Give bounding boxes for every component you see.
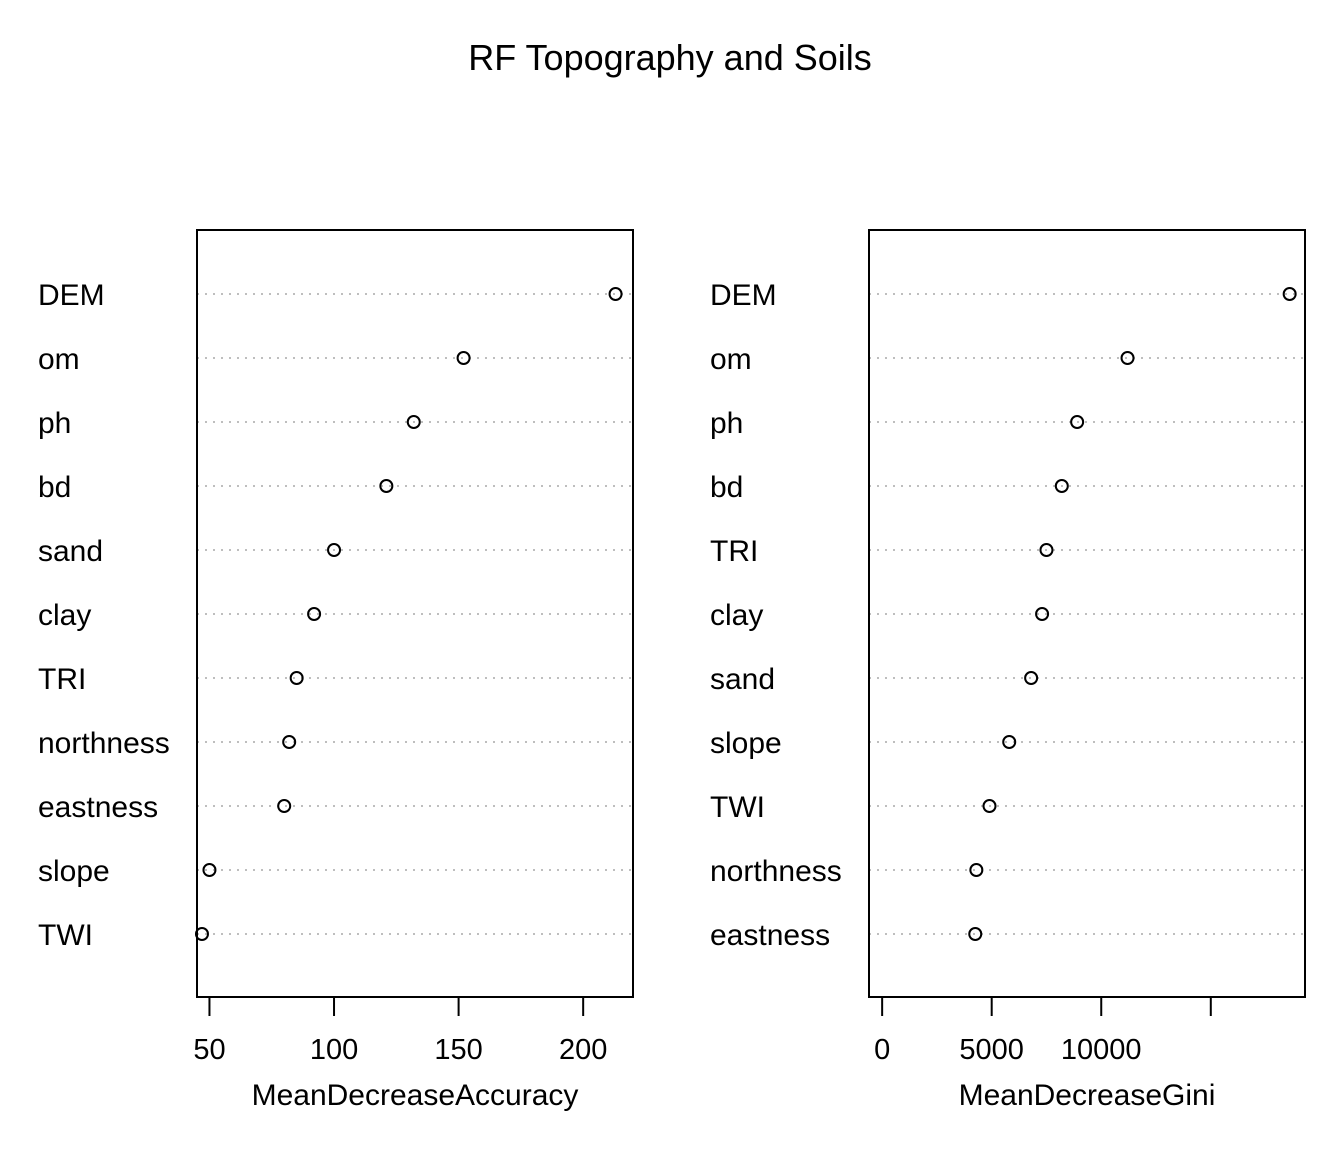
data-point (202, 863, 217, 877)
data-point (968, 927, 983, 941)
panel-2: DEM om ph bd TRI clay sand slope TWI northness eas… (710, 229, 1306, 1112)
category-label: slope (710, 727, 782, 760)
category-label: TWI (38, 919, 93, 952)
data-point (282, 735, 297, 749)
data-point (982, 799, 997, 813)
category-label: TRI (710, 535, 758, 568)
category-label: eastness (38, 791, 158, 824)
category-label: sand (710, 663, 775, 696)
data-point (1039, 543, 1054, 557)
category-label: DEM (38, 279, 105, 312)
data-point (1054, 479, 1069, 493)
data-point (1282, 287, 1297, 301)
x-tick-label: 150 (434, 1034, 482, 1066)
data-point (379, 479, 394, 493)
data-point (1120, 351, 1135, 365)
data-point (307, 607, 322, 621)
category-label: om (38, 343, 80, 376)
category-label: TWI (710, 791, 765, 824)
data-point (1002, 735, 1017, 749)
category-label: slope (38, 855, 110, 888)
category-label: clay (38, 599, 91, 632)
data-point (327, 543, 342, 557)
data-point (1070, 415, 1085, 429)
x-axis-title: MeanDecreaseAccuracy (252, 1079, 579, 1112)
panel-1: DEM om ph bd sand clay TRI northness eastness slo… (38, 229, 634, 1112)
x-tick-label: 0 (874, 1034, 890, 1066)
category-label: northness (710, 855, 842, 888)
data-point (456, 351, 471, 365)
category-label: clay (710, 599, 763, 632)
category-label: ph (710, 407, 743, 440)
category-label: bd (38, 471, 71, 504)
category-label: TRI (38, 663, 86, 696)
category-label: DEM (710, 279, 777, 312)
category-label: ph (38, 407, 71, 440)
data-point (406, 415, 421, 429)
x-tick-label: 10000 (1061, 1034, 1142, 1066)
x-tick-label: 5000 (959, 1034, 1024, 1066)
category-label: northness (38, 727, 170, 760)
data-point (1035, 607, 1050, 621)
category-label: sand (38, 535, 103, 568)
data-point (277, 799, 292, 813)
data-point (608, 287, 623, 301)
data-point (969, 863, 984, 877)
data-point (1024, 671, 1039, 685)
data-point (289, 671, 304, 685)
data-point (194, 927, 209, 941)
x-axis-title: MeanDecreaseGini (959, 1079, 1216, 1112)
category-label: bd (710, 471, 743, 504)
category-label: om (710, 343, 752, 376)
chart-title: RF Topography and Soils (468, 37, 872, 78)
x-tick-label: 50 (193, 1034, 225, 1066)
category-label: eastness (710, 919, 830, 952)
x-tick-label: 200 (559, 1034, 607, 1066)
x-tick-label: 100 (310, 1034, 358, 1066)
